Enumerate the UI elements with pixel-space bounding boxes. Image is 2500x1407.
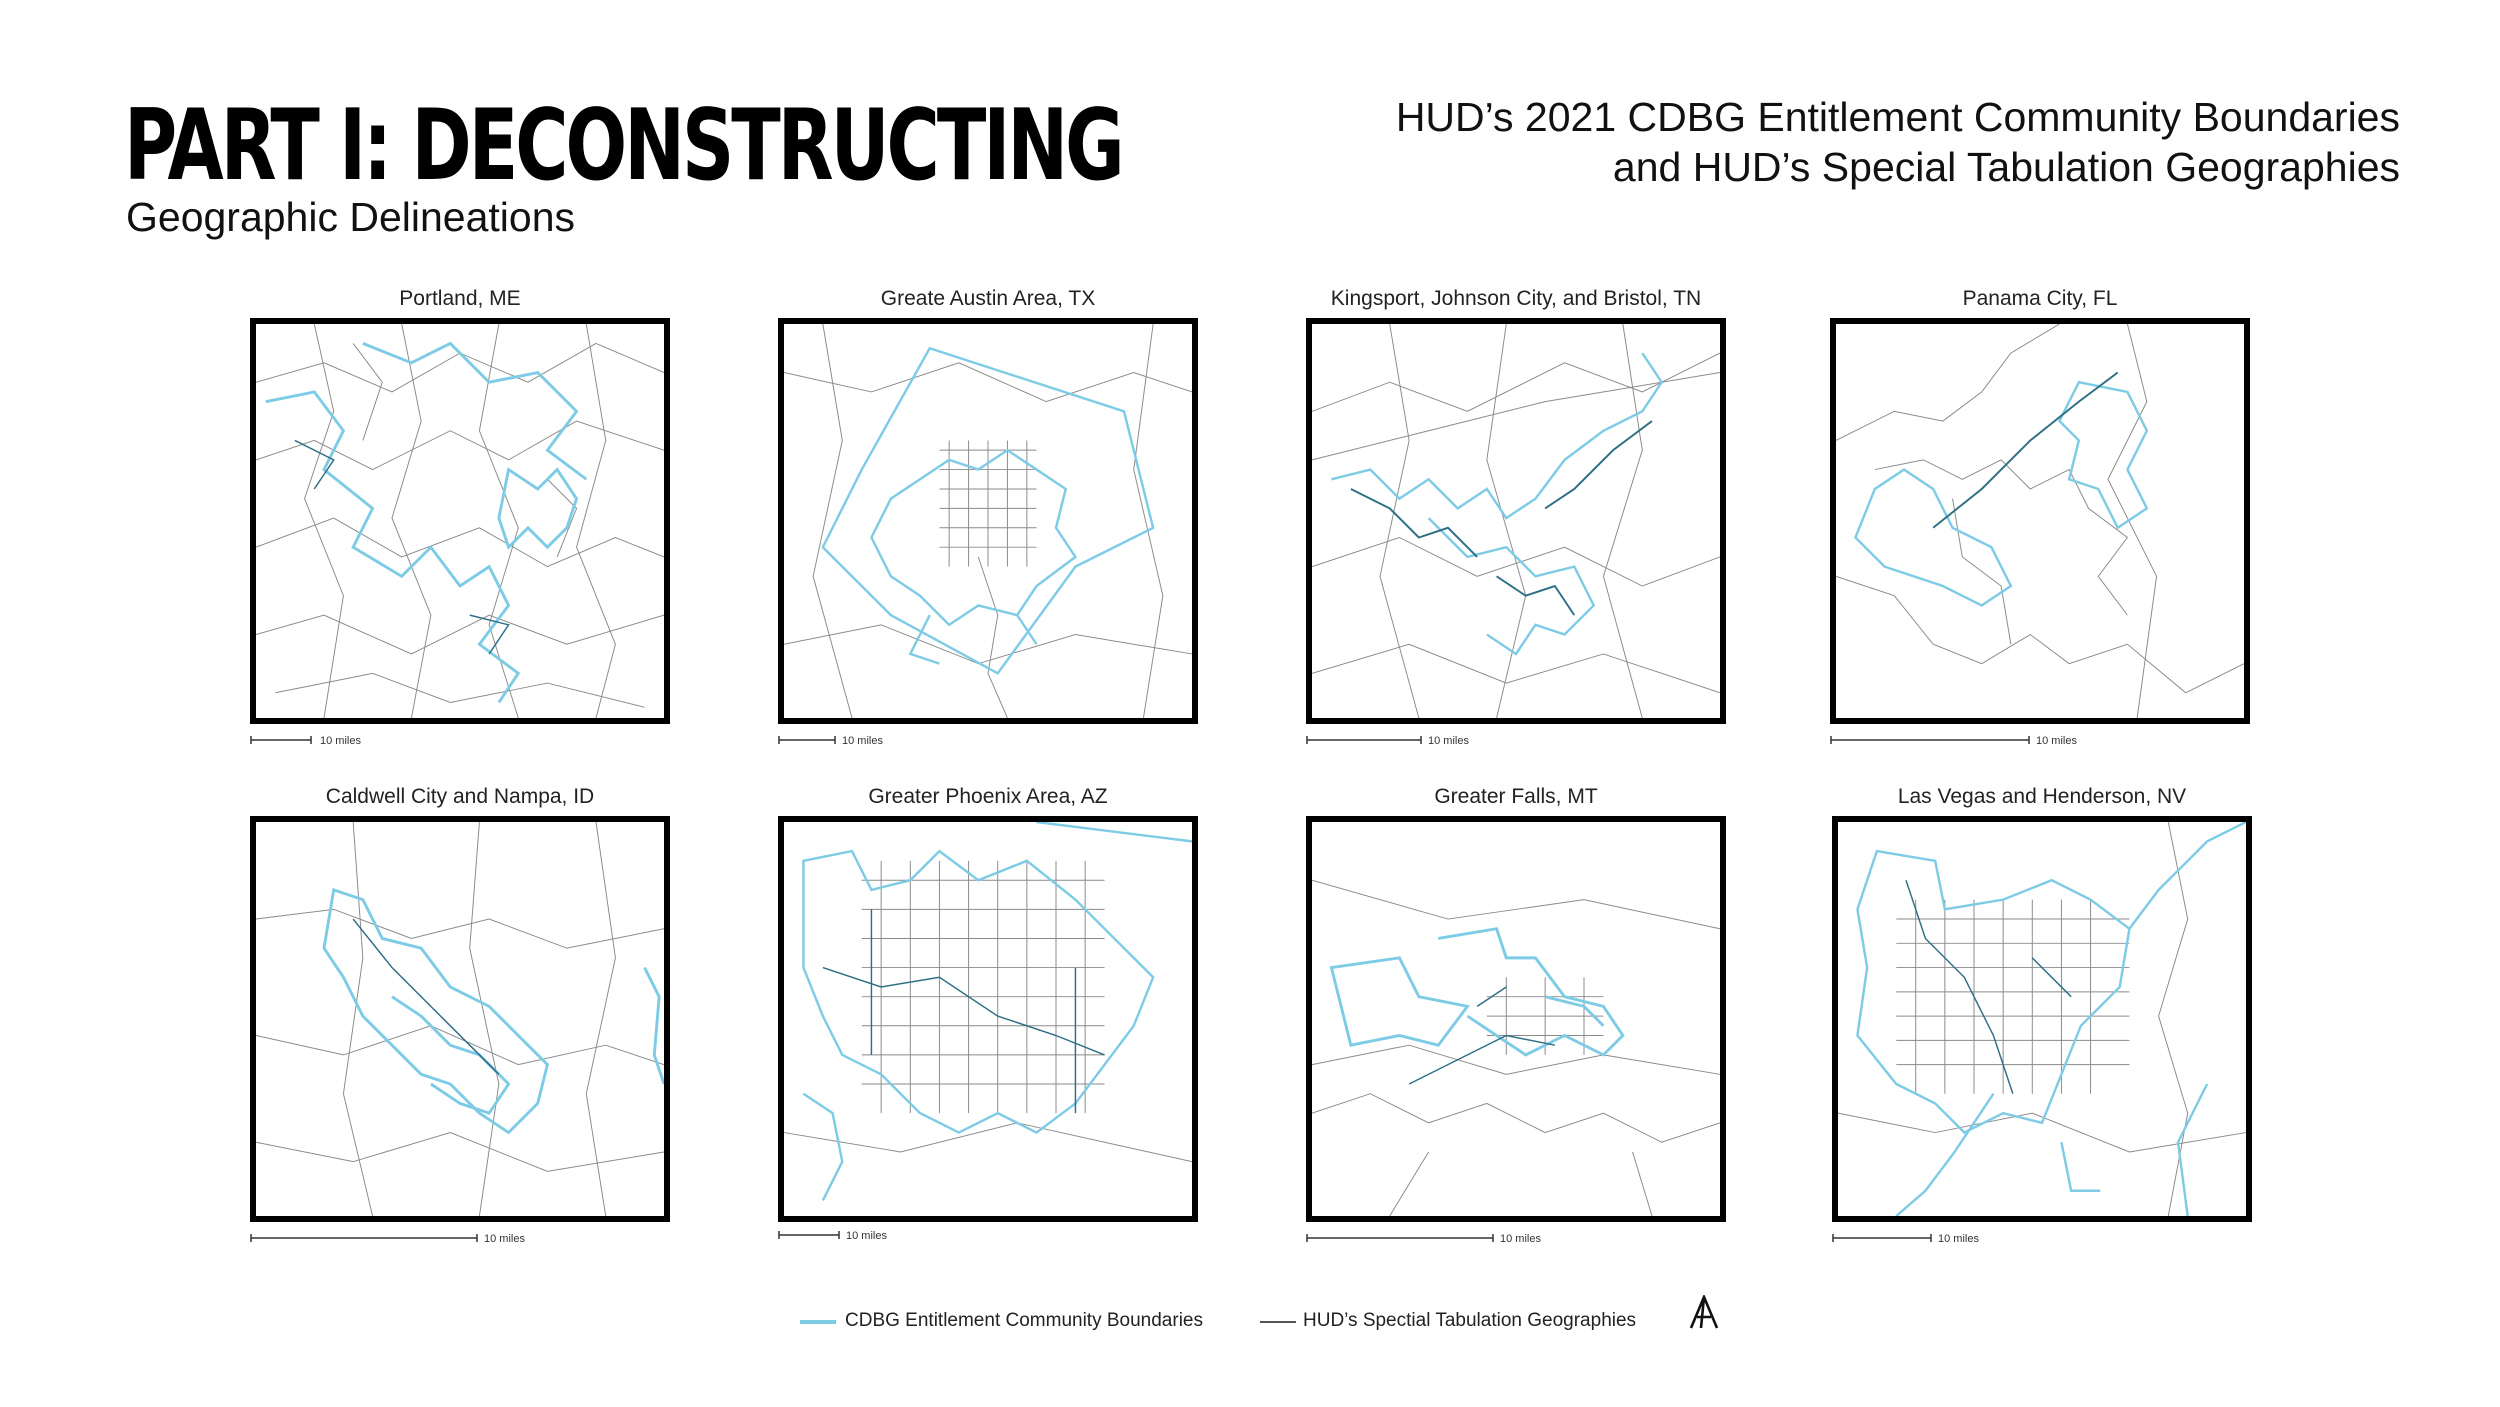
scale-label: 10 miles: [320, 735, 361, 747]
map-lines: [256, 822, 664, 1216]
map-lines: [1312, 324, 1720, 718]
map-panel-portland: Portland, ME: [250, 286, 670, 758]
map-title: Greater Falls, MT: [1434, 785, 1598, 808]
map-frame: [778, 816, 1198, 1222]
map-panel-kingsport: Kingsport, Johnson City, and Bristol, TN: [1306, 286, 1726, 758]
map-title: Portland, ME: [399, 287, 521, 310]
figure-heading-line-1: HUD’s 2021 CDBG Entitlement Community Bo…: [1395, 94, 2400, 140]
map-frame: [1832, 816, 2252, 1222]
map-panel-phoenix: Greater Phoenix Area, AZ 10 miles: [778, 784, 1198, 1256]
map-lines: [1838, 822, 2246, 1216]
map-title: Las Vegas and Henderson, NV: [1897, 785, 2187, 808]
map-frame: [250, 816, 670, 1222]
scale-bar: 10 miles: [1306, 733, 1606, 747]
a-monogram-logo-icon: [1689, 1295, 1719, 1329]
map-lines: [784, 324, 1192, 718]
figure-heading-line-2: and HUD’s Special Tabulation Geographies: [1612, 144, 2400, 190]
scale-bar: 10 miles: [1830, 733, 2130, 747]
scale-label: 10 miles: [846, 1230, 887, 1242]
scale-bar: 10 miles: [250, 733, 550, 747]
scale-bar: 10 miles: [250, 1231, 550, 1245]
map-title: Kingsport, Johnson City, and Bristol, TN: [1330, 287, 1702, 310]
map-panel-las-vegas: Las Vegas and Henderson, NV 10 miles: [1832, 784, 2252, 1256]
scale-line: [1830, 736, 2030, 744]
scale-label: 10 miles: [1938, 1233, 1979, 1245]
map-title: Panama City, FL: [1962, 287, 2118, 310]
map-panel-caldwell-nampa: Caldwell City and Nampa, ID: [250, 784, 670, 1256]
scale-line: [1306, 736, 1422, 744]
map-frame: [1830, 318, 2250, 724]
map-panel-austin: Greate Austin Area, TX 10 miles: [778, 286, 1198, 758]
map-title: Caldwell City and Nampa, ID: [325, 785, 595, 808]
map-frame: [250, 318, 670, 724]
scale-label: 10 miles: [1428, 735, 1469, 747]
legend-label-cdbg: CDBG Entitlement Community Boundaries: [845, 1310, 1203, 1331]
scale-bar: 10 miles: [778, 1228, 1078, 1242]
scale-label: 10 miles: [1500, 1233, 1541, 1245]
scale-line: [778, 736, 836, 744]
page-subtitle: Geographic Delineations: [126, 194, 575, 240]
map-frame: [778, 318, 1198, 724]
scale-label: 10 miles: [2036, 735, 2077, 747]
page-title: PART I: DECONSTRUCTING: [124, 89, 1125, 203]
scale-line: [778, 1231, 840, 1239]
legend-item-tabulation: HUD’s Spectial Tabulation Geographies: [1260, 1308, 1680, 1334]
map-panel-panama-city: Panama City, FL 10 miles: [1830, 286, 2250, 758]
scale-bar: 10 miles: [1306, 1231, 1606, 1245]
legend-label-tabulation: HUD’s Spectial Tabulation Geographies: [1303, 1310, 1637, 1331]
scale-line: [250, 736, 312, 744]
scale-line: [250, 1234, 478, 1242]
scale-line: [1832, 1234, 1932, 1242]
scale-label: 10 miles: [484, 1233, 525, 1245]
map-frame: [1306, 816, 1726, 1222]
map-lines: [784, 822, 1192, 1202]
map-lines: [256, 324, 664, 718]
map-legend: CDBG Entitlement Community Boundaries HU…: [800, 1300, 1800, 1340]
map-lines: [1312, 879, 1720, 1216]
scale-bar: 10 miles: [778, 733, 1078, 747]
scale-line: [1306, 1234, 1494, 1242]
figure-heading: HUD’s 2021 CDBG Entitlement Community Bo…: [1396, 92, 2400, 192]
map-title: Greate Austin Area, TX: [880, 287, 1096, 310]
map-frame: [1306, 318, 1726, 724]
map-title: Greater Phoenix Area, AZ: [868, 785, 1108, 808]
legend-swatch-tabulation: [1260, 1321, 1296, 1323]
legend-item-cdbg: CDBG Entitlement Community Boundaries: [800, 1308, 1260, 1334]
map-panel-great-falls: Greater Falls, MT 10 miles: [1306, 784, 1726, 1256]
scale-label: 10 miles: [842, 735, 883, 747]
map-lines: [1836, 324, 2244, 718]
legend-swatch-cdbg: [800, 1320, 836, 1324]
scale-bar: 10 miles: [1832, 1231, 2132, 1245]
